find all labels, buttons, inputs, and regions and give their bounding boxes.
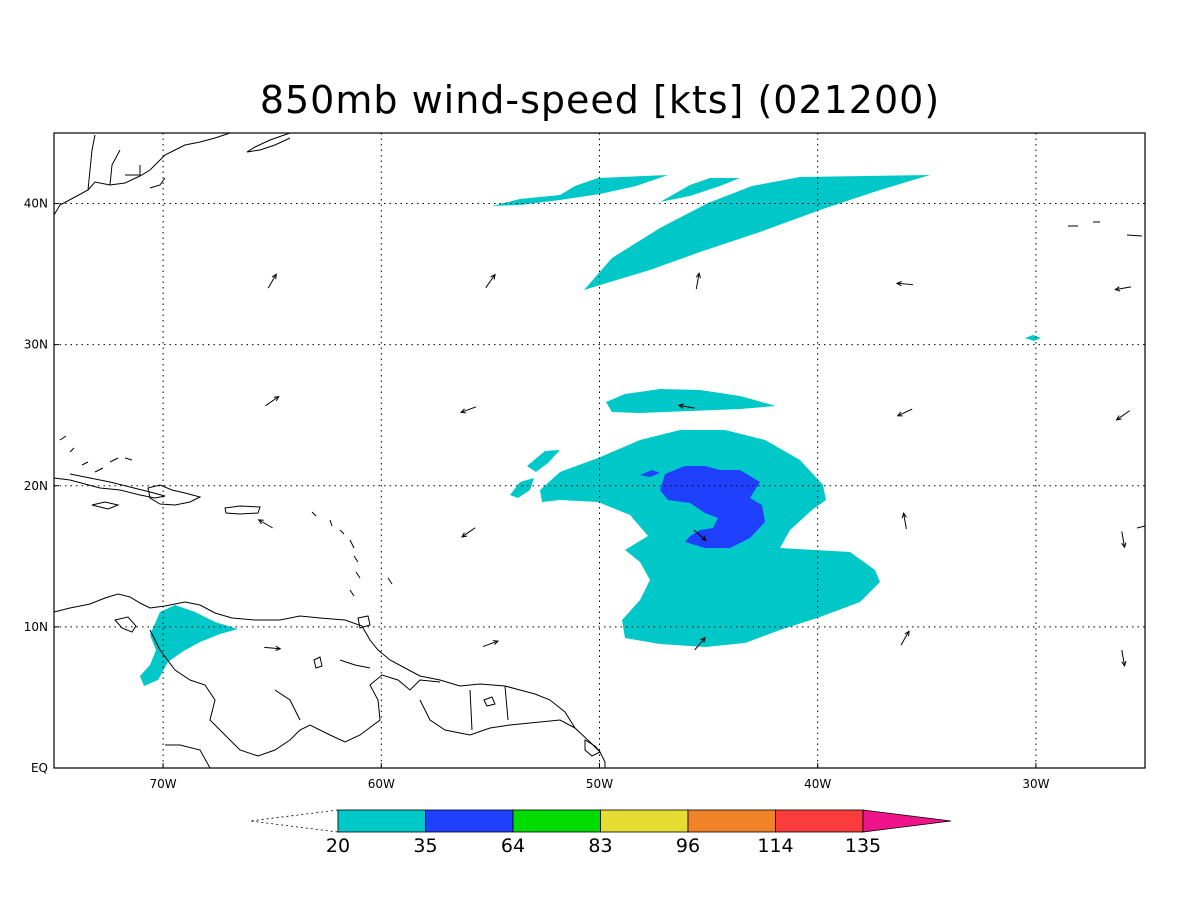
shade-caribbean: [140, 605, 238, 686]
wind-vector-18: [900, 630, 910, 646]
map-title: 850mb wind-speed [kts] (021200): [259, 78, 941, 122]
wind-vector-13: [901, 512, 907, 530]
lat-tick-label-1: 10N: [24, 620, 48, 634]
coast-isles-east: [1068, 221, 1145, 529]
wind-shading: [140, 175, 1041, 686]
wind-vector-10: [257, 519, 273, 529]
coast-amazon-delta: [584, 739, 601, 757]
colorbar-swatch-2: [512, 809, 601, 833]
colorbar-swatch-4: [687, 809, 776, 833]
border-colombia-venezuela: [149, 629, 441, 757]
coast-puerto-rico: [224, 505, 261, 515]
shade-storm-core: [660, 466, 765, 548]
wind-vector-19: [1121, 649, 1127, 667]
shade-band-25n: [606, 389, 776, 413]
border-brazil: [469, 685, 576, 731]
lat-tick-labels: EQ 10N 20N 30N 40N: [24, 197, 59, 775]
lat-tick-label-3: 30N: [24, 338, 48, 352]
colorbar-swatch-5: [775, 809, 864, 833]
border-south: [165, 744, 211, 768]
coast-lesser-antilles: [311, 511, 393, 597]
coast-trinidad: [357, 615, 371, 629]
wind-vector-1: [485, 273, 496, 289]
shade-jet-north-c: [660, 178, 740, 202]
coast-bahamas: [59, 435, 133, 473]
border-guyana-suriname: [419, 699, 541, 736]
wind-vector-12: [693, 529, 707, 542]
colorbar-low-arrow: [249, 809, 339, 833]
wind-vector-4: [1114, 286, 1132, 292]
shade-jet-north-a: [492, 175, 668, 206]
wind-vector-16: [482, 640, 499, 648]
colorbar-swatch-3: [600, 809, 689, 833]
shade-storm-core-spot: [640, 470, 660, 477]
colorbar-swatch-1: [425, 809, 514, 833]
lon-tick-label-4: 30W: [1022, 777, 1049, 791]
wind-vector-14: [1121, 531, 1127, 549]
colorbar-label-1: 35: [413, 835, 437, 857]
lon-tick-label-3: 40W: [804, 777, 831, 791]
lon-tick-label-1: 60W: [368, 777, 395, 791]
colorbar: 20 35 64 83 96 114 135: [249, 809, 952, 857]
lon-tick-label-0: 70W: [150, 777, 177, 791]
coast-north-america: [54, 133, 291, 216]
coast-cuba: [54, 473, 166, 499]
wind-vector-3: [895, 281, 913, 287]
colorbar-label-0: 20: [326, 835, 350, 857]
border-venezuela-guyana: [274, 659, 371, 721]
wind-vector-0: [267, 273, 277, 289]
map-grid: [54, 133, 1145, 768]
shade-storm-fragment-a: [527, 450, 560, 472]
coast-hispaniola: [147, 484, 202, 506]
colorbar-label-5: 114: [757, 835, 793, 857]
wind-vector-11: [461, 527, 476, 538]
coast-small-isle-a: [483, 696, 496, 707]
coastlines: [54, 133, 1145, 768]
lon-tick-label-2: 50W: [586, 777, 613, 791]
coast-small-isle-b: [313, 656, 323, 669]
colorbar-label-3: 83: [588, 835, 612, 857]
coast-lake-maracaibo: [114, 616, 137, 633]
wind-vector-7: [677, 403, 695, 409]
shade-patch-30n: [1025, 335, 1041, 341]
colorbar-high-arrow: [862, 809, 952, 833]
lat-tick-label-2: 20N: [24, 479, 48, 493]
coast-south-america: [54, 593, 606, 768]
coast-jamaica: [91, 501, 120, 510]
colorbar-label-2: 64: [501, 835, 525, 857]
wind-vectors: [257, 272, 1132, 667]
shade-jet-north-b: [584, 175, 930, 290]
lat-tick-label-0: EQ: [31, 761, 48, 775]
colorbar-label-6: 135: [845, 835, 881, 857]
wind-vector-9: [1115, 410, 1131, 421]
wind-vector-15: [264, 645, 282, 651]
lat-tick-label-4: 40N: [24, 197, 48, 211]
shade-storm-core-eye: [700, 516, 716, 527]
wind-vector-5: [265, 395, 280, 407]
colorbar-swatch-0: [337, 809, 426, 833]
shade-storm-fragment-b: [510, 478, 534, 498]
wind-vector-17: [694, 636, 706, 651]
lon-tick-labels: 70W 60W 50W 40W 30W: [150, 763, 1050, 791]
wind-vector-8: [896, 408, 913, 417]
wind-vector-6: [459, 406, 477, 414]
wind-vector-2: [695, 272, 701, 290]
colorbar-label-4: 96: [676, 835, 700, 857]
